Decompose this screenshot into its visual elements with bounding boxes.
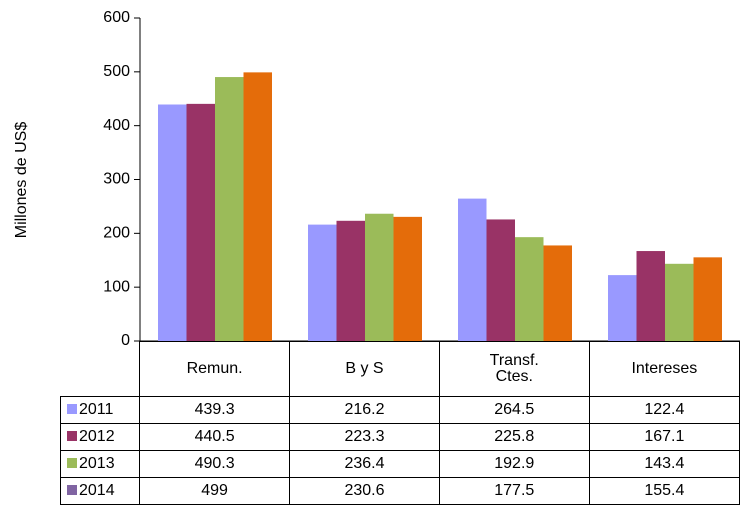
bar [458,198,487,341]
value-cell: 177.5 [438,477,590,505]
value-cell: 230.6 [289,477,440,505]
value-cell: 167.1 [588,423,740,451]
legend-label: 2011 [79,401,114,418]
y-axis-label: Millones de US$ [13,122,30,239]
value-cell: 499 [139,477,291,505]
bar [186,103,215,341]
category-cell: Intereses [588,341,740,397]
value-cell: 122.4 [588,396,740,424]
x-tick-label: Intereses [631,360,698,377]
legend-cell: 2012 [59,423,141,451]
bar [215,77,244,341]
legend-label: 2014 [79,482,115,499]
legend-swatch [67,458,77,468]
bar [543,245,572,341]
category-cell: Transf. Ctes. [438,341,590,397]
data-row: 2014 499 230.6 177.5 155.4 [59,477,740,505]
value-cell: 143.4 [588,450,740,478]
x-tick-label: Remun. [186,360,243,377]
y-tick-label: 400 [103,117,130,134]
value-cell: 223.3 [289,423,440,451]
value-cell: 439.3 [139,396,291,424]
value-cell: 225.8 [438,423,590,451]
x-tick-label: Transf. Ctes. [489,351,539,385]
data-row: 2013 490.3 236.4 192.9 143.4 [59,450,740,478]
legend-cell: 2011 [59,396,141,424]
bar [665,263,694,341]
category-cell: B y S [289,341,440,397]
bar [393,216,422,341]
value-cell: 264.5 [438,396,590,424]
y-tick-label: 200 [103,225,130,242]
bar [336,220,365,341]
value-cell: 236.4 [289,450,440,478]
bar [486,219,515,341]
data-row: 2012 440.5 223.3 225.8 167.1 [59,423,740,451]
y-tick-label: 600 [103,9,130,26]
blank-cell [61,342,140,397]
y-tick-label: 0 [121,332,130,349]
bar [515,237,544,341]
value-cell: 192.9 [438,450,590,478]
bar [158,104,187,342]
header-row: Remun. B y S Transf. Ctes. Intereses [61,341,740,397]
y-tick-label: 500 [103,63,130,80]
x-tick-label: B y S [345,360,384,377]
legend-swatch [67,431,77,441]
legend-cell: 2013 [59,450,141,478]
y-tick-label: 300 [103,171,130,188]
legend-label: 2013 [79,455,115,472]
bar [608,275,637,341]
value-cell: 216.2 [289,396,440,424]
bar [636,251,665,341]
data-row: 2011 439.3 216.2 264.5 122.4 [59,396,740,424]
value-cell: 490.3 [139,450,291,478]
data-table: Remun. B y S Transf. Ctes. Intereses 2011 439… [59,341,740,505]
bar [243,72,272,341]
value-cell: 440.5 [139,423,291,451]
bar [365,213,394,341]
legend-swatch [67,485,77,495]
value-cell: 155.4 [588,477,740,505]
category-cell: Remun. [139,341,291,397]
legend-swatch [67,404,77,414]
bar [693,257,722,341]
y-tick-label: 100 [103,278,130,295]
bar [308,224,337,341]
legend-label: 2012 [79,428,115,445]
legend-cell: 2014 [59,477,141,505]
